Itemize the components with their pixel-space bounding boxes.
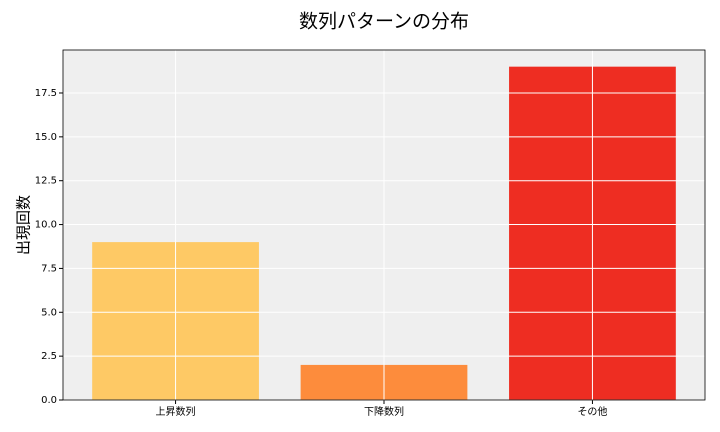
x-tick-label: 下降数列 bbox=[364, 405, 404, 418]
x-tick-label: 上昇数列 bbox=[156, 405, 196, 418]
y-tick-label: 5.0 bbox=[41, 307, 57, 318]
y-tick-label: 0.0 bbox=[41, 395, 57, 406]
y-tick-label: 12.5 bbox=[35, 176, 57, 187]
plot-frame bbox=[62, 49, 706, 401]
y-tick-label: 15.0 bbox=[35, 132, 57, 143]
y-tick-label: 7.5 bbox=[41, 263, 57, 274]
chart-title: 数列パターンの分布 bbox=[299, 11, 469, 33]
y-tick-label: 17.5 bbox=[35, 88, 57, 99]
y-axis-label: 出現回数 bbox=[15, 195, 33, 255]
x-tick-label: その他 bbox=[577, 405, 607, 418]
y-tick-label: 2.5 bbox=[41, 351, 57, 362]
y-tick-label: 10.0 bbox=[35, 220, 57, 231]
